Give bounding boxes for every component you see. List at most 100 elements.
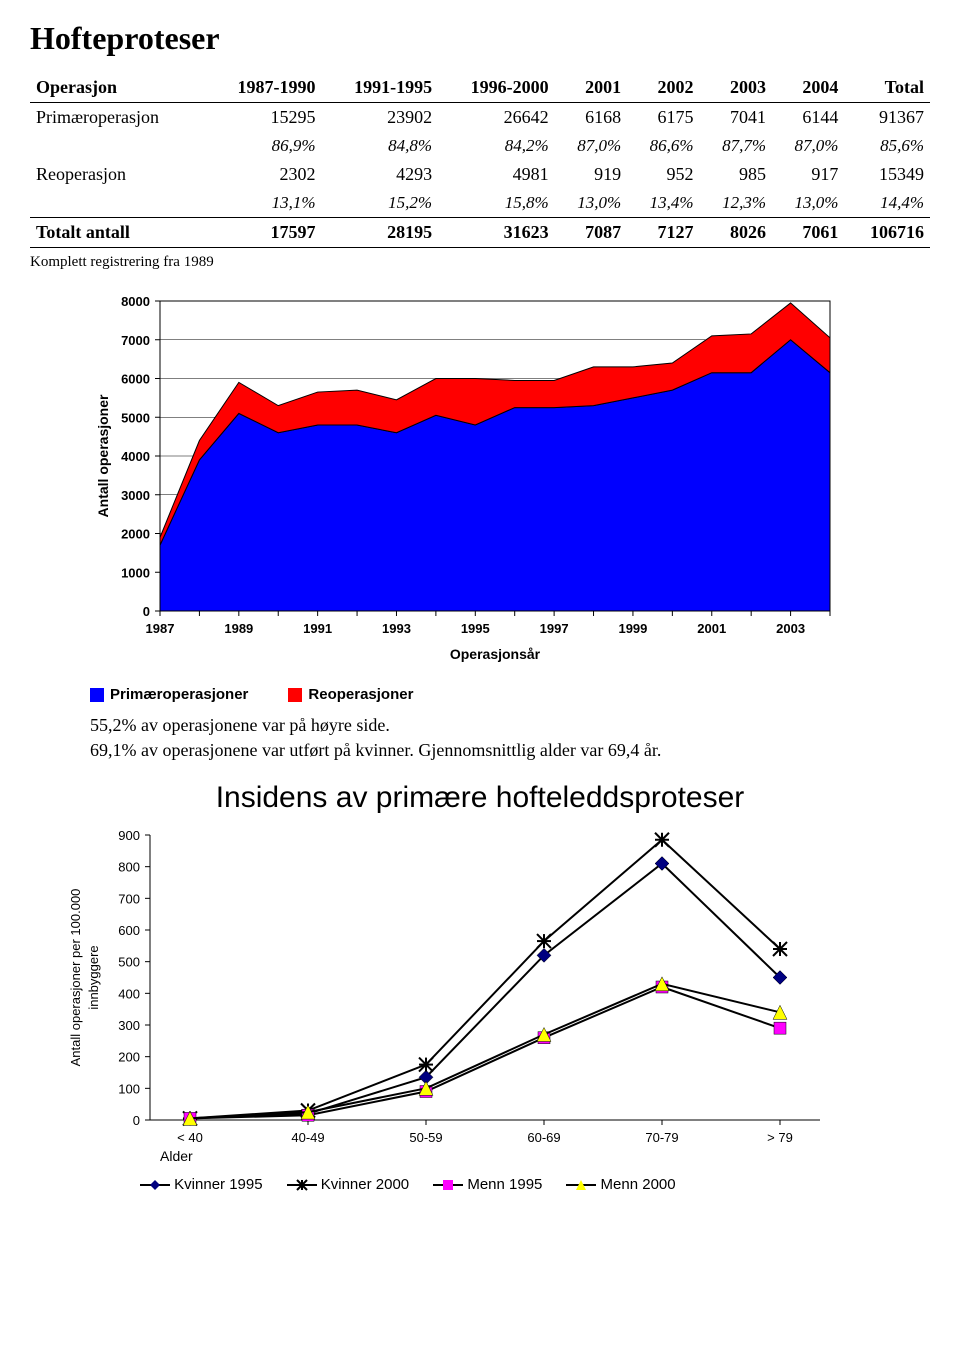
- total-cell: 8026: [700, 218, 772, 248]
- cell: 7041: [700, 103, 772, 133]
- legend-label: Menn 2000: [596, 1176, 675, 1193]
- svg-text:1995: 1995: [461, 621, 490, 636]
- cell: 6168: [555, 103, 627, 133]
- cell: 4981: [438, 160, 555, 189]
- legend-label: Menn 1995: [463, 1176, 542, 1193]
- svg-text:2001: 2001: [697, 621, 726, 636]
- cell: 6175: [627, 103, 699, 133]
- line-chart-title: Insidens av primære hofteleddsproteser: [30, 781, 930, 815]
- pct-cell: 15,2%: [321, 189, 438, 218]
- col-header: Operasjon: [30, 73, 205, 103]
- pct-cell: 12,3%: [700, 189, 772, 218]
- svg-text:1999: 1999: [618, 621, 647, 636]
- operations-table: Operasjon1987-19901991-19951996-20002001…: [30, 73, 930, 248]
- col-header: 2002: [627, 73, 699, 103]
- area-chart: 0100020003000400050006000700080001987198…: [90, 291, 850, 671]
- svg-text:700: 700: [118, 891, 140, 906]
- svg-text:5000: 5000: [121, 410, 150, 425]
- area-chart-legend: Primæroperasjoner Reoperasjoner: [90, 686, 930, 703]
- pct-cell: 13,0%: [772, 189, 844, 218]
- cell: 26642: [438, 103, 555, 133]
- svg-text:0: 0: [143, 604, 150, 619]
- pct-cell: 86,6%: [627, 132, 699, 160]
- svg-text:900: 900: [118, 828, 140, 843]
- cell: 917: [772, 160, 844, 189]
- svg-text:> 79: > 79: [767, 1130, 793, 1145]
- svg-text:60-69: 60-69: [527, 1130, 560, 1145]
- pct-cell: 15,8%: [438, 189, 555, 218]
- total-cell: 17597: [205, 218, 322, 248]
- pct-cell: 86,9%: [205, 132, 322, 160]
- cell: 985: [700, 160, 772, 189]
- svg-text:1000: 1000: [121, 565, 150, 580]
- total-cell: 28195: [321, 218, 438, 248]
- pct-cell: 13,4%: [627, 189, 699, 218]
- total-cell: 7127: [627, 218, 699, 248]
- cell: 15295: [205, 103, 322, 133]
- svg-text:7000: 7000: [121, 333, 150, 348]
- row-label: Reoperasjon: [30, 160, 205, 189]
- svg-text:200: 200: [118, 1050, 140, 1065]
- legend-label: Kvinner 1995: [170, 1176, 263, 1193]
- total-label: Totalt antall: [30, 218, 205, 248]
- svg-text:400: 400: [118, 986, 140, 1001]
- cell: 23902: [321, 103, 438, 133]
- col-header: 1996-2000: [438, 73, 555, 103]
- col-header: 2004: [772, 73, 844, 103]
- cell: 4293: [321, 160, 438, 189]
- cell: 15349: [844, 160, 930, 189]
- page-title: Hofteproteser: [30, 20, 930, 57]
- svg-text:50-59: 50-59: [409, 1130, 442, 1145]
- svg-text:500: 500: [118, 955, 140, 970]
- svg-text:Operasjonsår: Operasjonsår: [450, 646, 541, 662]
- legend-label: Primæroperasjoner: [110, 686, 248, 703]
- total-cell: 106716: [844, 218, 930, 248]
- pct-cell: 84,8%: [321, 132, 438, 160]
- cell: 2302: [205, 160, 322, 189]
- col-header: Total: [844, 73, 930, 103]
- svg-text:300: 300: [118, 1018, 140, 1033]
- pct-cell: 87,0%: [555, 132, 627, 160]
- svg-text:6000: 6000: [121, 372, 150, 387]
- col-header: 1991-1995: [321, 73, 438, 103]
- pct-cell: 13,0%: [555, 189, 627, 218]
- svg-text:Antall operasjoner: Antall operasjoner: [95, 394, 111, 517]
- col-header: 2001: [555, 73, 627, 103]
- cell: 952: [627, 160, 699, 189]
- row-label: Primæroperasjon: [30, 103, 205, 133]
- pct-cell: 87,7%: [700, 132, 772, 160]
- pct-cell: 87,0%: [772, 132, 844, 160]
- svg-text:1993: 1993: [382, 621, 411, 636]
- pct-cell: 84,2%: [438, 132, 555, 160]
- svg-text:8000: 8000: [121, 294, 150, 309]
- svg-text:2000: 2000: [121, 527, 150, 542]
- svg-text:800: 800: [118, 860, 140, 875]
- legend-label: Kvinner 2000: [317, 1176, 410, 1193]
- svg-text:70-79: 70-79: [645, 1130, 678, 1145]
- body-text-1: 55,2% av operasjonene var på høyre side.: [90, 715, 930, 736]
- col-header: 2003: [700, 73, 772, 103]
- svg-text:1989: 1989: [224, 621, 253, 636]
- cell: 919: [555, 160, 627, 189]
- svg-text:600: 600: [118, 923, 140, 938]
- svg-text:innbyggere: innbyggere: [86, 945, 101, 1009]
- line-chart: 0100200300400500600700800900< 4040-4950-…: [60, 825, 840, 1165]
- pct-cell: 85,6%: [844, 132, 930, 160]
- svg-text:Antall operasjoner per 100.000: Antall operasjoner per 100.000: [68, 889, 83, 1067]
- svg-text:2003: 2003: [776, 621, 805, 636]
- col-header: 1987-1990: [205, 73, 322, 103]
- svg-text:40-49: 40-49: [291, 1130, 324, 1145]
- svg-text:1991: 1991: [303, 621, 332, 636]
- body-text-2: 69,1% av operasjonene var utført på kvin…: [90, 740, 930, 761]
- pct-cell: 13,1%: [205, 189, 322, 218]
- svg-text:100: 100: [118, 1081, 140, 1096]
- svg-text:1987: 1987: [146, 621, 175, 636]
- total-cell: 7061: [772, 218, 844, 248]
- total-cell: 31623: [438, 218, 555, 248]
- svg-text:Alder: Alder: [160, 1148, 193, 1164]
- line-chart-legend: Kvinner 1995 Kvinner 2000 Menn 1995 Menn…: [140, 1176, 930, 1193]
- legend-label: Reoperasjoner: [308, 686, 413, 703]
- total-cell: 7087: [555, 218, 627, 248]
- svg-text:1997: 1997: [540, 621, 569, 636]
- svg-text:3000: 3000: [121, 488, 150, 503]
